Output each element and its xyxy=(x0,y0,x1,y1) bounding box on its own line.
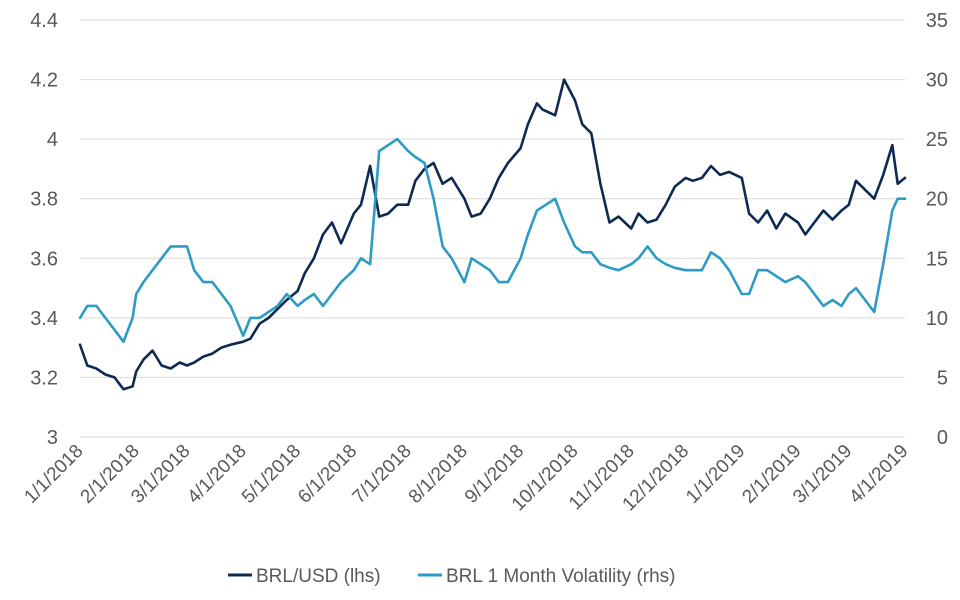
right-tick-label: 10 xyxy=(926,308,948,330)
x-tick-label: 4/1/2018 xyxy=(184,441,251,508)
right-tick-label: 35 xyxy=(926,10,948,32)
series-line-brl-volatility xyxy=(78,137,907,344)
x-axis-ticks: 1/1/20182/1/20183/1/20184/1/20185/1/2018… xyxy=(20,441,912,516)
left-tick-label: 3.6 xyxy=(30,248,58,270)
right-tick-label: 15 xyxy=(926,248,948,270)
series-line-brl-usd xyxy=(78,78,907,391)
right-tick-label: 20 xyxy=(926,189,948,211)
right-tick-label: 0 xyxy=(937,427,948,449)
left-tick-label: 4.2 xyxy=(30,70,58,92)
right-axis-ticks: 0 5 10 15 20 25 30 35 xyxy=(926,10,948,449)
left-tick-label: 3.4 xyxy=(30,308,58,330)
left-axis-ticks: 3 3.2 3.4 3.6 3.8 4 4.2 4.4 xyxy=(30,10,58,449)
x-tick-label: 1/1/2019 xyxy=(682,441,749,508)
series-lines xyxy=(78,78,907,391)
legend-label-brl-volatility: BRL 1 Month Volatility (rhs) xyxy=(446,566,676,587)
right-tick-label: 30 xyxy=(926,70,948,92)
right-tick-label: 25 xyxy=(926,129,948,151)
left-tick-label: 3.2 xyxy=(30,367,58,389)
x-tick-label: 7/1/2018 xyxy=(349,441,416,508)
x-tick-label: 8/1/2018 xyxy=(405,441,472,508)
right-tick-label: 5 xyxy=(937,367,948,389)
left-tick-label: 3.8 xyxy=(30,189,58,211)
legend: BRL/USD (lhs) BRL 1 Month Volatility (rh… xyxy=(228,566,676,587)
x-tick-label: 6/1/2018 xyxy=(294,441,361,508)
left-tick-label: 3 xyxy=(47,427,58,449)
x-tick-label: 1/1/2018 xyxy=(20,441,87,508)
left-tick-label: 4.4 xyxy=(30,10,58,32)
x-tick-label: 5/1/2018 xyxy=(238,441,305,508)
gridlines xyxy=(80,19,905,438)
x-tick-label: 4/1/2019 xyxy=(845,441,912,508)
left-tick-label: 4 xyxy=(47,129,58,151)
legend-label-brl-usd: BRL/USD (lhs) xyxy=(256,566,381,587)
